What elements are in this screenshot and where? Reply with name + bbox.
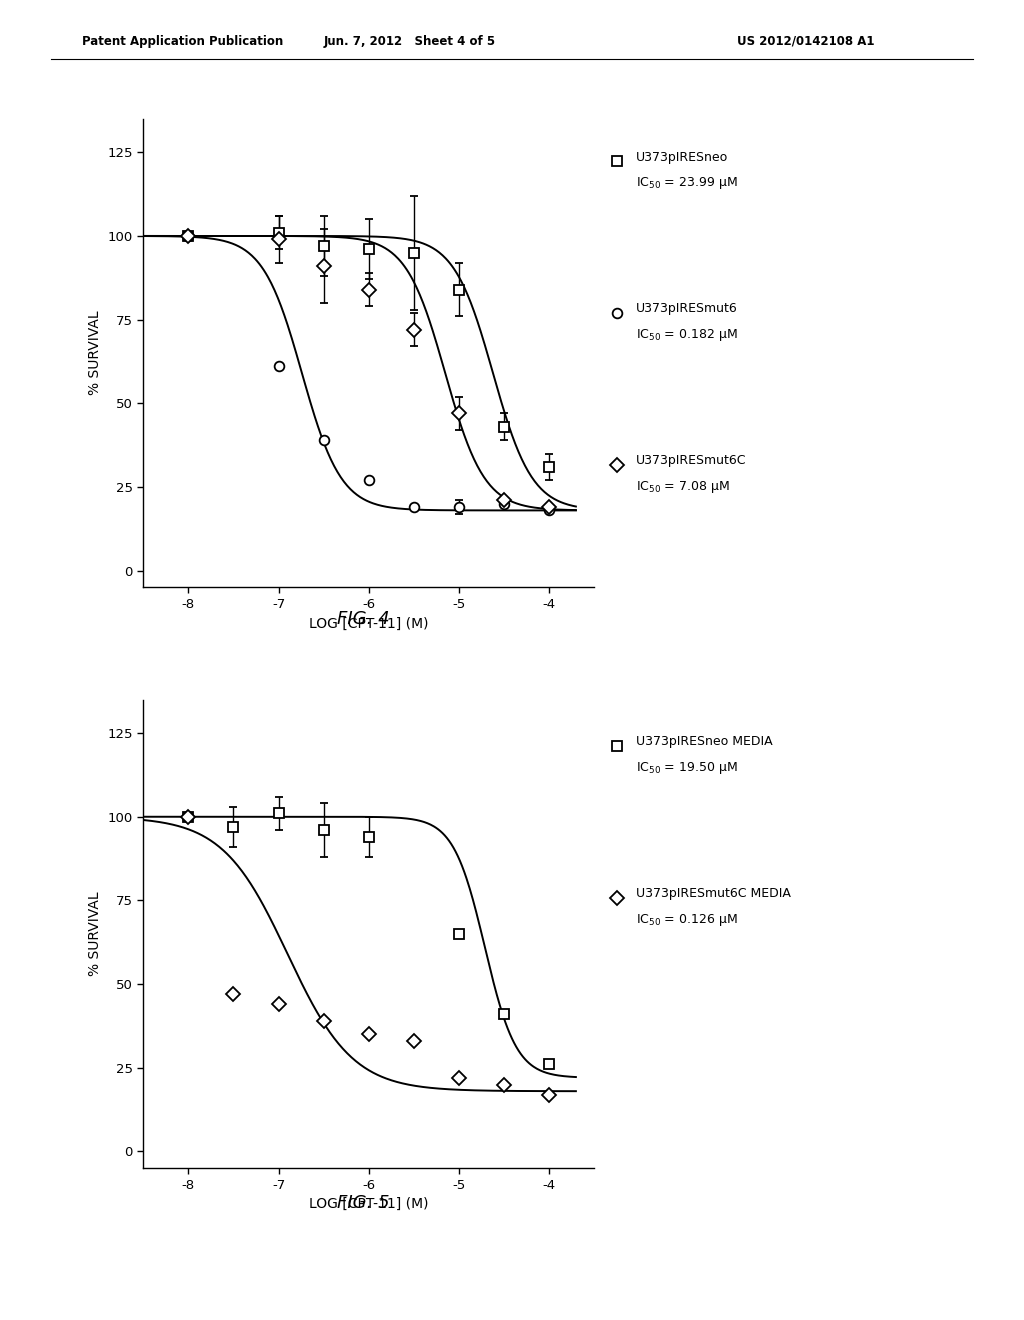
Text: U373pIRESneo: U373pIRESneo [636,150,728,164]
Y-axis label: % SURVIVAL: % SURVIVAL [88,891,101,977]
Text: Patent Application Publication: Patent Application Publication [82,34,284,48]
Text: IC$_{50}$ = 7.08 μM: IC$_{50}$ = 7.08 μM [636,479,730,495]
Text: U373pIRESmut6C: U373pIRESmut6C [636,454,746,467]
X-axis label: LOG [CPT-11] (M): LOG [CPT-11] (M) [309,616,428,631]
Text: IC$_{50}$ = 0.182 μM: IC$_{50}$ = 0.182 μM [636,327,737,343]
Text: Jun. 7, 2012   Sheet 4 of 5: Jun. 7, 2012 Sheet 4 of 5 [324,34,496,48]
Text: IC$_{50}$ = 0.126 μM: IC$_{50}$ = 0.126 μM [636,912,737,928]
Text: U373pIRESmut6C MEDIA: U373pIRESmut6C MEDIA [636,887,791,900]
Text: IC$_{50}$ = 23.99 μM: IC$_{50}$ = 23.99 μM [636,176,737,191]
Text: U373pIRESneo MEDIA: U373pIRESneo MEDIA [636,735,772,748]
Text: U373pIRESmut6: U373pIRESmut6 [636,302,737,315]
Y-axis label: % SURVIVAL: % SURVIVAL [88,310,101,396]
Text: FIG. 4: FIG. 4 [337,610,390,628]
X-axis label: LOG [CPT-11] (M): LOG [CPT-11] (M) [309,1197,428,1212]
Text: US 2012/0142108 A1: US 2012/0142108 A1 [737,34,874,48]
Text: FIG. 5: FIG. 5 [337,1193,390,1212]
Text: IC$_{50}$ = 19.50 μM: IC$_{50}$ = 19.50 μM [636,760,737,776]
